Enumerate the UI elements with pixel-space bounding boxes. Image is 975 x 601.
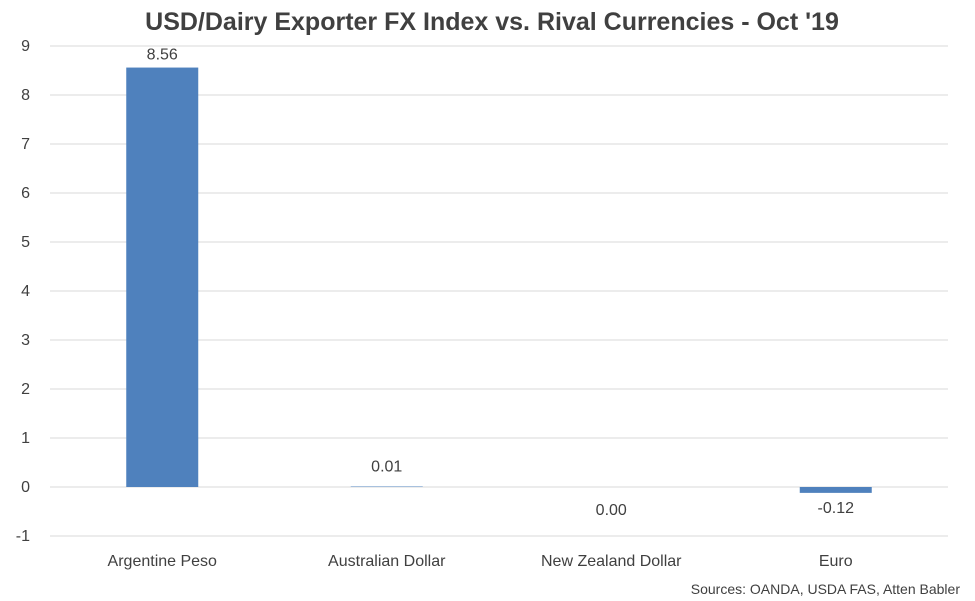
y-tick-label: 4 (21, 283, 30, 300)
data-label: 0.01 (371, 459, 402, 476)
y-tick-label: 1 (21, 430, 30, 447)
x-axis-categories: Argentine Peso Australian Dollar New Zeala… (108, 553, 853, 570)
y-tick-label: 2 (21, 381, 30, 398)
category-label: Argentine Peso (108, 553, 218, 570)
y-tick-label: -1 (16, 528, 30, 545)
category-label: Australian Dollar (328, 553, 446, 570)
category-label: New Zealand Dollar (541, 553, 682, 570)
y-tick-label: 5 (21, 234, 30, 251)
y-tick-label: 0 (21, 479, 30, 496)
chart-title: USD/Dairy Exporter FX Index vs. Rival Cu… (145, 8, 839, 36)
category-label: Euro (819, 553, 853, 570)
y-axis-ticks: -1 0 1 2 3 4 5 6 7 8 9 (16, 38, 30, 545)
bar (126, 67, 199, 487)
y-tick-label: 3 (21, 332, 30, 349)
gridlines (50, 45, 948, 537)
data-labels: 8.56 0.01 0.00 -0.12 (147, 47, 854, 519)
data-label: 0.00 (596, 502, 627, 519)
bars (126, 67, 872, 493)
y-tick-label: 6 (21, 185, 30, 202)
source-note: Sources: OANDA, USDA FAS, Atten Babler (691, 581, 961, 597)
bar (799, 487, 872, 493)
data-label: 8.56 (147, 47, 178, 64)
y-tick-label: 8 (21, 87, 30, 104)
y-tick-label: 7 (21, 136, 30, 153)
y-tick-label: 9 (21, 38, 30, 55)
data-label: -0.12 (818, 500, 855, 517)
